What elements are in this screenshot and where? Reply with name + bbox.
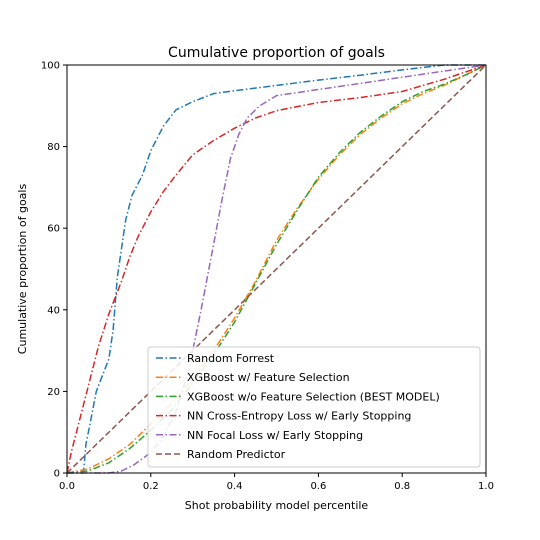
y-tick-label: 80 — [47, 142, 60, 153]
y-tick-label: 0 — [54, 469, 60, 480]
series-line-1 — [67, 64, 486, 474]
y-axis-ticks: 0 20 40 60 80 100 — [41, 61, 67, 480]
x-tick-label: 0.2 — [143, 481, 159, 492]
y-tick-label: 60 — [47, 224, 60, 235]
legend: Random Forrest XGBoost w/ Feature Selecti… — [147, 346, 481, 468]
series-line-3 — [66, 64, 487, 474]
legend-entry: XGBoost w/o Feature Selection (BEST MODE… — [187, 390, 440, 403]
series-line-6 — [66, 64, 487, 474]
legend-entry: Random Forrest — [187, 352, 275, 365]
series-line-5 — [67, 64, 487, 474]
x-tick-label: 1.0 — [478, 481, 494, 492]
series-layer — [66, 64, 487, 474]
x-tick-label: 0.4 — [227, 481, 243, 492]
x-axis-ticks: 0.0 0.2 0.4 0.6 0.8 1.0 — [59, 473, 494, 492]
series-line-4 — [66, 64, 487, 474]
plot-frame — [66, 64, 487, 474]
x-tick-label: 0.8 — [394, 481, 410, 492]
x-axis-title: Shot probability model percentile — [185, 499, 369, 512]
x-tick-label: 0.6 — [310, 481, 326, 492]
y-tick-label: 20 — [47, 387, 60, 398]
legend-entry: NN Focal Loss w/ Early Stopping — [187, 429, 363, 442]
legend-entry: NN Cross-Entropy Loss w/ Early Stopping — [187, 410, 411, 423]
chart-title: Cumulative proportion of goals — [168, 45, 385, 61]
y-axis-title: Cumulative proportion of goals — [16, 184, 29, 355]
x-tick-label: 0.0 — [59, 481, 75, 492]
y-tick-label: 100 — [41, 61, 60, 72]
y-tick-label: 40 — [47, 305, 60, 316]
legend-entry: Random Predictor — [187, 448, 286, 461]
legend-entry: XGBoost w/ Feature Selection — [187, 371, 350, 384]
legend-box — [147, 346, 481, 468]
